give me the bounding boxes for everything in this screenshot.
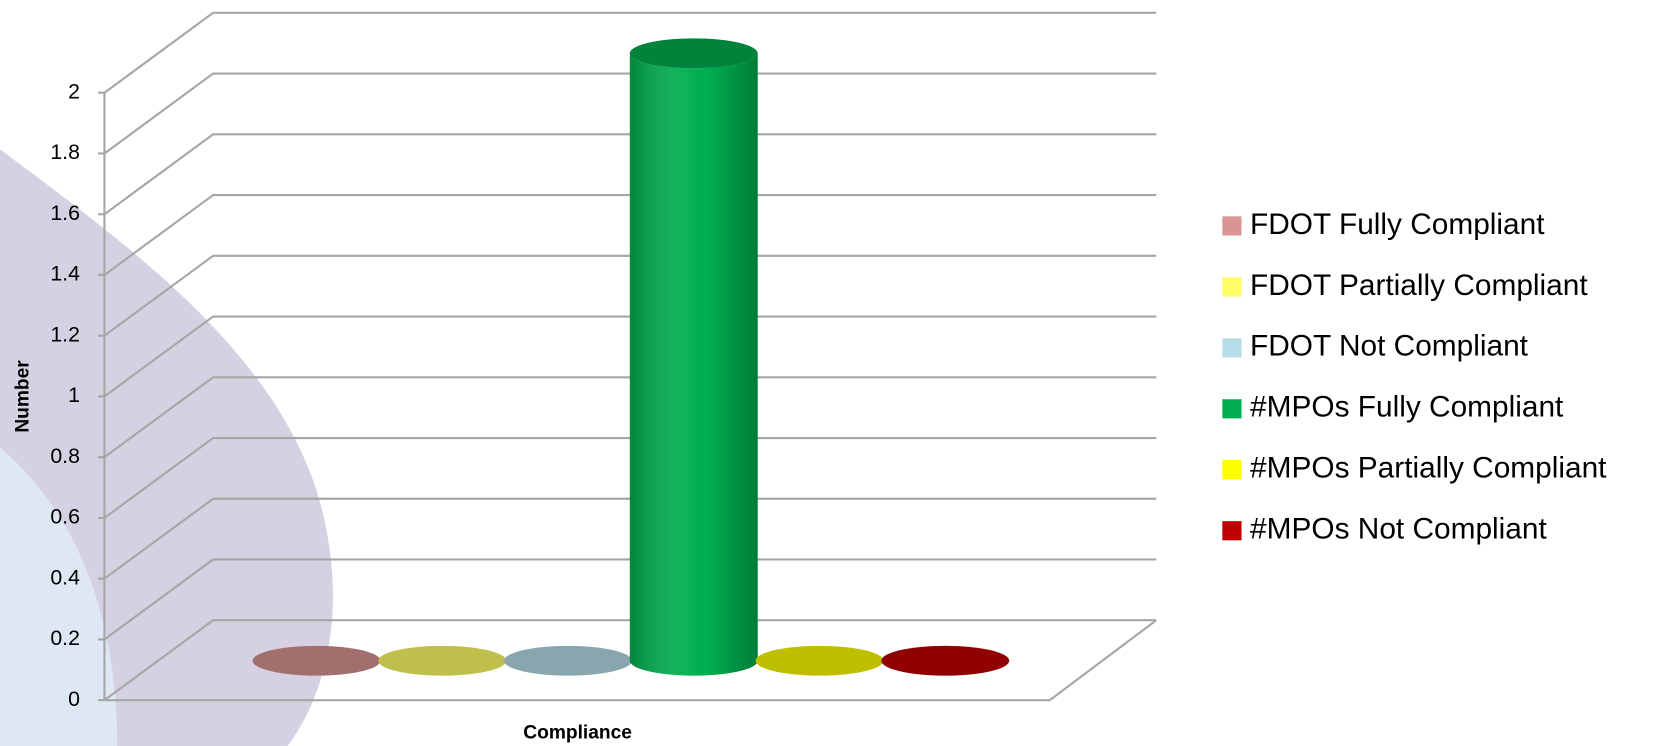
- y-tick-label: 1.2: [50, 322, 80, 346]
- y-tick-label: 0.4: [50, 565, 80, 589]
- y-axis-label: Number: [13, 360, 34, 433]
- bar-top: [755, 645, 884, 676]
- legend-swatch: [1222, 521, 1242, 541]
- y-tick-label: 2: [68, 79, 80, 103]
- legend-label: #MPOs Partially Compliant: [1250, 452, 1607, 485]
- legend-label: #MPOs Fully Compliant: [1250, 391, 1564, 424]
- legend-label: FDOT Not Compliant: [1250, 330, 1529, 363]
- bar-top: [252, 645, 381, 676]
- grid-line: [103, 376, 1157, 459]
- legend-swatch: [1222, 460, 1242, 480]
- bar-top-shade: [881, 645, 1010, 676]
- bar-top-shade: [378, 645, 507, 676]
- bar-shade: [629, 53, 758, 676]
- grid-line: [103, 436, 1157, 519]
- y-tick-label: 0: [68, 687, 80, 711]
- legend-swatch: [1222, 338, 1242, 358]
- bar-top: [504, 645, 632, 676]
- bars: [252, 38, 1010, 676]
- legend-swatch: [1222, 216, 1242, 236]
- legend-label: FDOT Fully Compliant: [1250, 208, 1545, 241]
- y-tick-label: 0.6: [50, 505, 80, 529]
- floor: [104, 619, 1157, 702]
- legend-label: FDOT Partially Compliant: [1250, 269, 1588, 302]
- grid-line: [103, 72, 1157, 155]
- bar-top-shade: [504, 645, 632, 676]
- bar-top: [629, 38, 758, 69]
- y-tick-label: 1: [68, 383, 80, 407]
- bar-top: [378, 645, 507, 676]
- grid-line: [103, 133, 1157, 216]
- bar-top-shade: [755, 645, 884, 676]
- x-axis-label: Compliance: [523, 722, 632, 743]
- bar-top-shade: [252, 645, 381, 676]
- grid-line: [103, 254, 1157, 337]
- y-tick-label: 1.8: [50, 140, 80, 164]
- bar-top: [881, 645, 1010, 676]
- grid-line: [103, 558, 1157, 641]
- legend-label: #MPOs Not Compliant: [1250, 513, 1547, 546]
- grid-line: [103, 497, 1157, 580]
- grid: [98, 11, 1157, 702]
- grid-line: [103, 193, 1157, 276]
- y-tick-label: 0.8: [50, 444, 80, 468]
- y-tick-label: 0.2: [50, 626, 80, 650]
- y-tick-label: 1.4: [50, 262, 80, 286]
- legend-swatch: [1222, 277, 1242, 297]
- legend-swatch: [1222, 399, 1242, 419]
- grid-line: [103, 619, 1157, 702]
- background-swoosh-light: [0, 447, 118, 746]
- y-tick-label: 1.6: [50, 201, 80, 225]
- bar-top-shade: [629, 38, 758, 69]
- legend: FDOT Fully Compliant FDOT Partially Compl…: [1222, 208, 1607, 546]
- grid-line: [103, 11, 1157, 94]
- grid-line: [103, 315, 1157, 398]
